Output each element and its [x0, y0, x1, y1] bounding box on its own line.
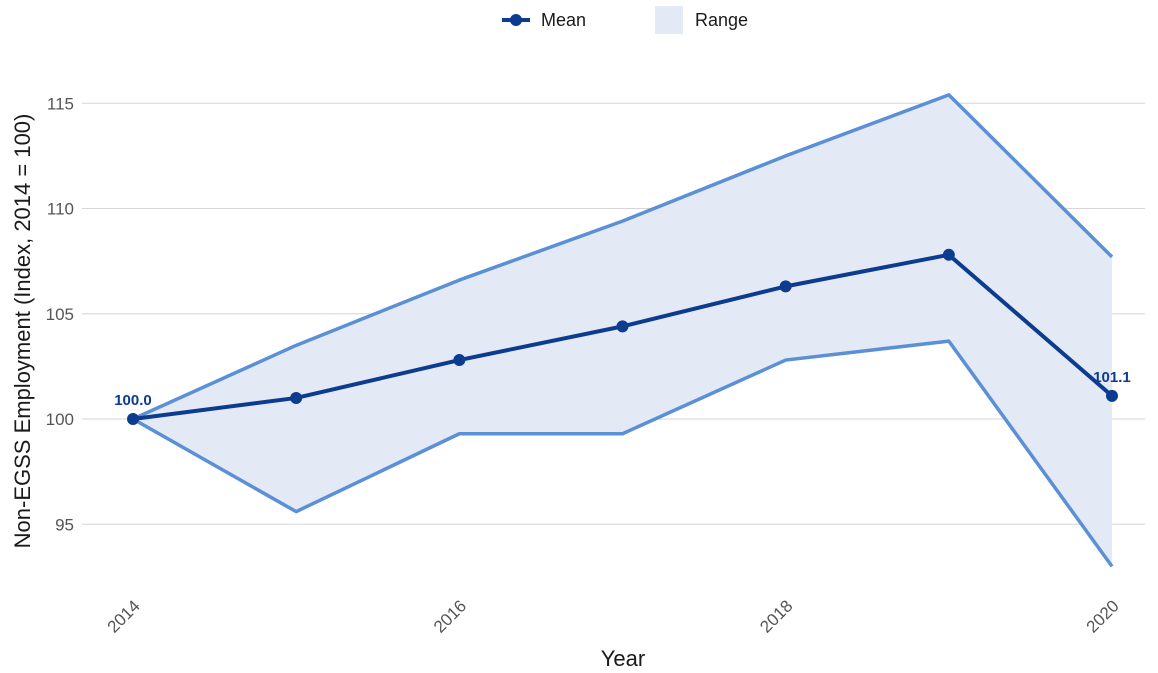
mean-point-2015 [290, 391, 303, 404]
x-tick-label-2014: 2014 [104, 596, 144, 636]
mean-point-2018 [779, 280, 792, 293]
x-axis-ticks: 2014 2016 2018 2020 [104, 596, 1123, 636]
legend: Mean Range [502, 6, 748, 34]
x-tick-label-2016: 2016 [430, 596, 470, 636]
y-axis-ticks: 95 100 105 110 115 [46, 94, 74, 534]
y-tick-label-105: 105 [46, 305, 74, 324]
x-axis-title: Year [601, 646, 645, 671]
y-tick-label-100: 100 [46, 410, 74, 429]
legend-mean-label: Mean [541, 10, 586, 30]
legend-range-swatch [655, 6, 683, 34]
series-layer: 100.0 101.1 [114, 248, 1131, 425]
data-label-2014: 100.0 [114, 392, 152, 409]
range-upper-line [132, 93, 1114, 421]
mean-point-2016 [453, 354, 466, 367]
data-label-2020: 101.1 [1093, 369, 1131, 386]
mean-point-2019 [942, 248, 955, 261]
y-tick-label-95: 95 [55, 515, 74, 534]
y-axis-title: Non-EGSS Employment (Index, 2014 = 100) [10, 114, 35, 549]
y-tick-label-110: 110 [47, 200, 74, 219]
y-tick-label-115: 115 [47, 94, 74, 113]
mean-point-2017 [616, 320, 629, 333]
legend-mean-marker [510, 14, 522, 26]
x-tick-label-2018: 2018 [756, 596, 796, 636]
mean-point-2014 [127, 413, 139, 425]
legend-range-label: Range [695, 10, 748, 30]
range-lower-line [132, 339, 1114, 568]
x-tick-label-2020: 2020 [1083, 596, 1123, 636]
mean-point-2020 [1106, 389, 1118, 402]
